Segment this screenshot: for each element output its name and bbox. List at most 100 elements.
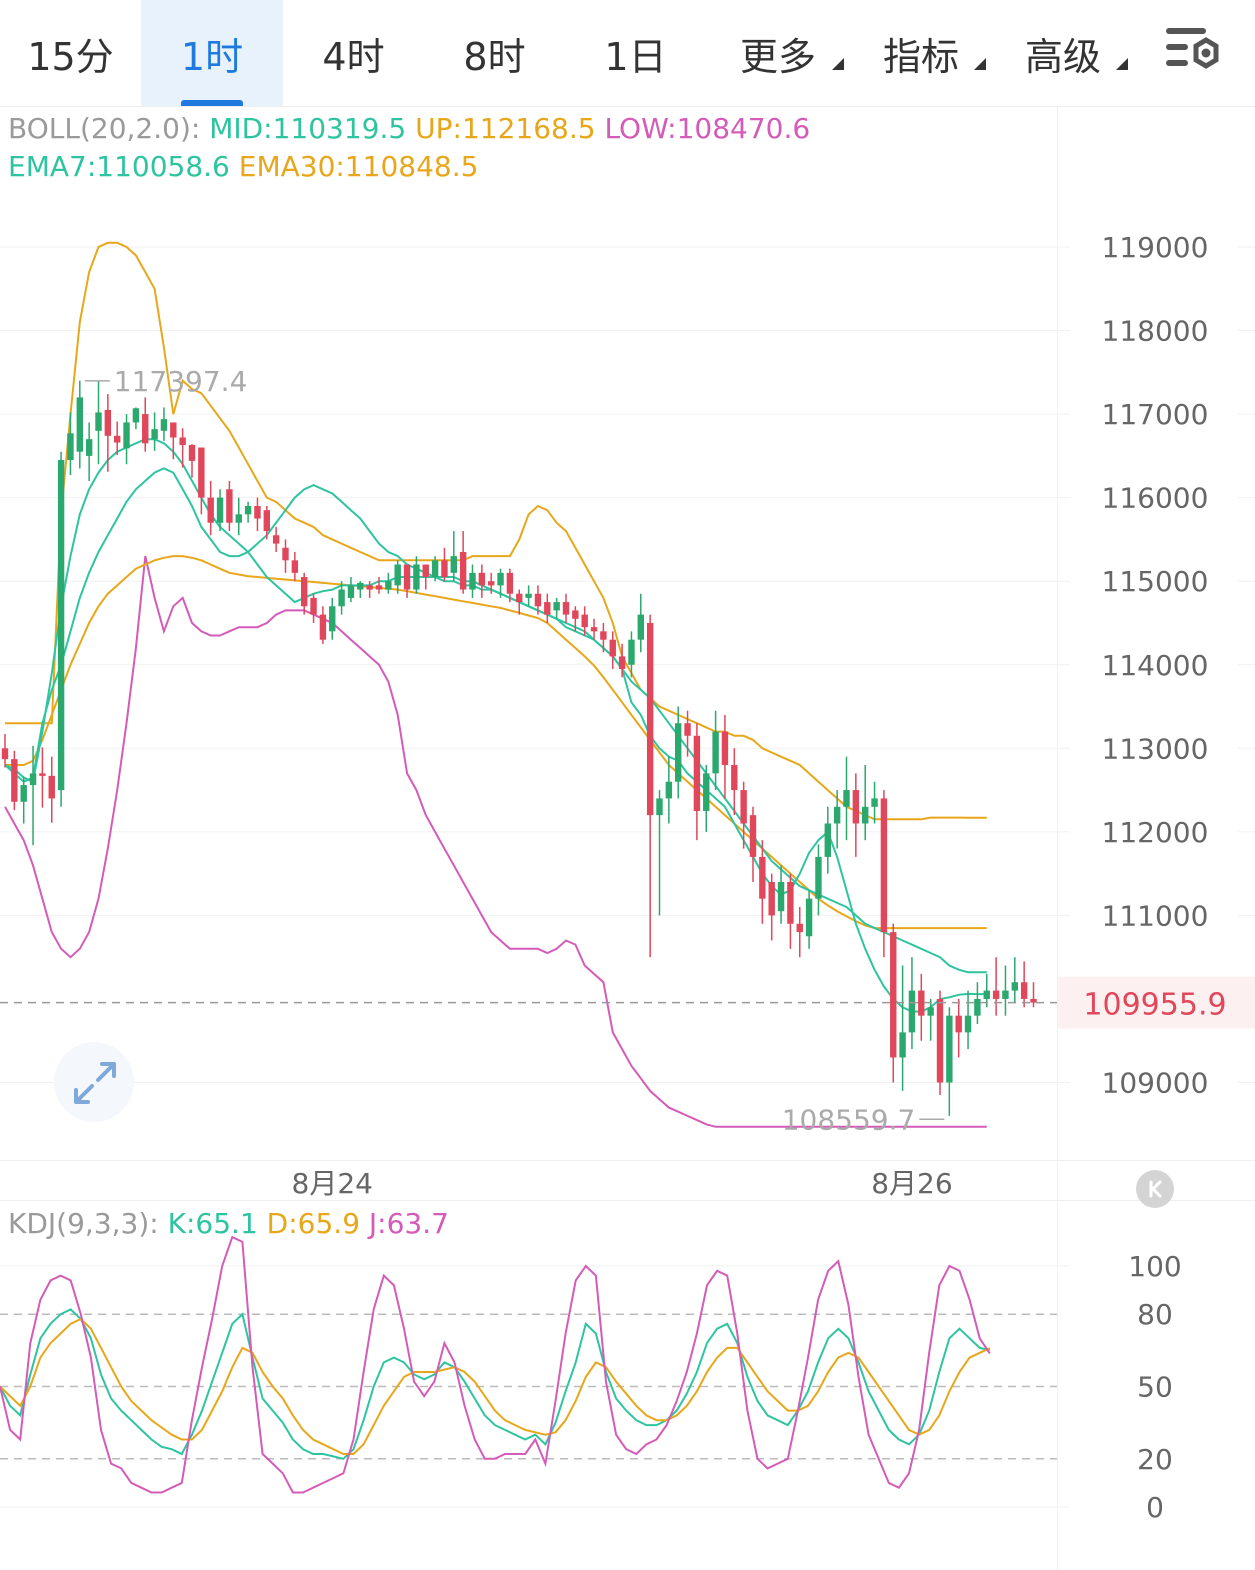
candle-body (142, 414, 149, 444)
candle-body (544, 602, 551, 615)
tabs-divider (0, 106, 1255, 107)
tab-label: 指标 (882, 34, 959, 79)
candle-body (29, 773, 37, 786)
tab-label: 1时 (180, 34, 244, 79)
price-tick-label: 112000 (1102, 816, 1209, 849)
tab-1h[interactable]: 1时 (141, 0, 283, 106)
tab-label: 1日 (604, 34, 667, 79)
tab-indicators[interactable]: 指标 (850, 0, 992, 106)
candle-body (263, 510, 270, 532)
expand-icon[interactable] (54, 1042, 134, 1122)
candle-body (852, 790, 860, 824)
candle-body (1030, 998, 1037, 1003)
candle-body (824, 823, 831, 857)
candle-body (581, 614, 588, 628)
price-axis-divider (1057, 106, 1058, 1570)
candle-body (927, 1007, 934, 1016)
candle-body (862, 806, 869, 824)
candle-body (983, 990, 990, 999)
candle-body (57, 460, 65, 791)
kdj-k-line (0, 1308, 991, 1460)
tab-label: 更多 (739, 34, 816, 79)
price-tick-label: 113000 (1102, 732, 1209, 765)
tab-advanced[interactable]: 高级 (992, 0, 1134, 106)
price-tick-label: 109000 (1102, 1067, 1209, 1100)
candle-body (301, 577, 308, 607)
candle-body (385, 581, 392, 590)
tab-label: 高级 (1024, 34, 1101, 79)
candle-body (815, 856, 822, 899)
candle-body (843, 790, 850, 807)
candle-body (1020, 982, 1028, 999)
candle-body (946, 1015, 953, 1083)
candle-body (918, 990, 925, 1016)
dropdown-caret-icon (974, 58, 986, 70)
candle-body (516, 593, 523, 603)
candle-body (506, 572, 514, 594)
dropdown-caret-icon (832, 58, 844, 70)
kdj-tick-label: 100 (1128, 1250, 1181, 1283)
kdj-d-line (0, 1317, 991, 1455)
candle-body (628, 639, 635, 665)
candle-body (600, 631, 607, 640)
price-tick-label: 114000 (1102, 649, 1209, 682)
candle-body (67, 433, 74, 461)
candle-body (216, 497, 224, 523)
tab-1d[interactable]: 1日 (565, 0, 706, 106)
current-price-badge (1058, 976, 1255, 1029)
candle-body (833, 806, 841, 824)
candle-body (768, 881, 775, 916)
candle-body (422, 564, 429, 578)
ema30-line (5, 555, 987, 930)
candle-body (880, 798, 888, 933)
candle-body (553, 602, 560, 611)
candle-body (170, 422, 177, 438)
candlestick-chart[interactable]: 119000 118000 117000 116000 115000 114000 1130… (0, 106, 1255, 1156)
ema-legend: EMA7:110058.6 EMA30:110848.5 (8, 150, 478, 183)
kdj-tick-label: 20 (1137, 1443, 1173, 1476)
candle-body (731, 765, 738, 791)
kdj-chart[interactable]: 100 80 50 20 0 (0, 1200, 1255, 1570)
candle-body (675, 723, 682, 782)
candle-body (207, 497, 214, 523)
candle-body (974, 998, 981, 1016)
candle-body (534, 593, 542, 607)
candle-body (235, 514, 242, 523)
candle-body (684, 723, 691, 736)
time-axis: 8月24 8月26 (292, 1167, 953, 1200)
candle-body (777, 881, 785, 912)
chart-settings-icon[interactable] (1160, 20, 1226, 82)
candle-body (403, 564, 411, 590)
candle-body (160, 419, 168, 431)
candle-body (95, 412, 102, 431)
active-tab-indicator (181, 100, 243, 106)
tab-more[interactable]: 更多 (706, 0, 850, 106)
candle-body (805, 898, 813, 937)
jump-to-latest-icon[interactable] (1136, 1170, 1174, 1208)
tab-8h[interactable]: 8时 (424, 0, 565, 106)
candle-body (450, 556, 457, 573)
kdj-top-divider (0, 1200, 1255, 1201)
candle-body (11, 759, 18, 802)
current-price-label: 109955.9 (1083, 988, 1226, 1023)
candle-body (955, 1015, 962, 1033)
candle-body (964, 1015, 972, 1033)
candle-body (20, 785, 27, 802)
candle-body (198, 447, 205, 498)
candle-body (76, 397, 83, 452)
tab-15m[interactable]: 15分 (0, 0, 141, 106)
candle-body (188, 445, 196, 461)
ema30-value: EMA30:110848.5 (238, 150, 479, 183)
candle-body (609, 639, 616, 657)
candle-body (441, 560, 448, 578)
candle-body (740, 790, 747, 824)
candle-body (637, 614, 644, 640)
main-legend: BOLL(20,2.0): MID:110319.5 UP:112168.5 L… (8, 112, 810, 145)
candle-body (936, 998, 944, 1083)
candle-body (908, 990, 916, 1033)
tab-4h[interactable]: 4时 (283, 0, 424, 106)
candle-body (618, 656, 626, 669)
candle-body (347, 585, 355, 598)
dropdown-caret-icon (1116, 58, 1128, 70)
candle-body (319, 614, 327, 640)
